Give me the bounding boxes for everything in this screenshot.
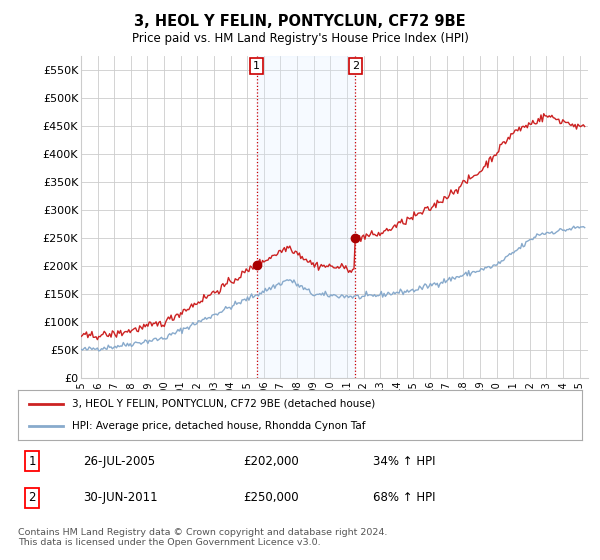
Text: 68% ↑ HPI: 68% ↑ HPI: [373, 491, 436, 504]
Bar: [257, 56, 355, 378]
Text: 3, HEOL Y FELIN, PONTYCLUN, CF72 9BE: 3, HEOL Y FELIN, PONTYCLUN, CF72 9BE: [134, 14, 466, 29]
Text: £250,000: £250,000: [244, 491, 299, 504]
Text: 3, HEOL Y FELIN, PONTYCLUN, CF72 9BE (detached house): 3, HEOL Y FELIN, PONTYCLUN, CF72 9BE (de…: [71, 399, 375, 409]
Text: 1: 1: [253, 61, 260, 71]
Text: 2: 2: [28, 491, 36, 504]
Text: Contains HM Land Registry data © Crown copyright and database right 2024.
This d: Contains HM Land Registry data © Crown c…: [18, 528, 388, 547]
Text: HPI: Average price, detached house, Rhondda Cynon Taf: HPI: Average price, detached house, Rhon…: [71, 421, 365, 431]
Text: 30-JUN-2011: 30-JUN-2011: [83, 491, 157, 504]
Text: 34% ↑ HPI: 34% ↑ HPI: [373, 455, 436, 468]
Text: Price paid vs. HM Land Registry's House Price Index (HPI): Price paid vs. HM Land Registry's House …: [131, 32, 469, 45]
Text: 1: 1: [28, 455, 36, 468]
Text: 26-JUL-2005: 26-JUL-2005: [83, 455, 155, 468]
Text: 2: 2: [352, 61, 359, 71]
Text: £202,000: £202,000: [244, 455, 299, 468]
